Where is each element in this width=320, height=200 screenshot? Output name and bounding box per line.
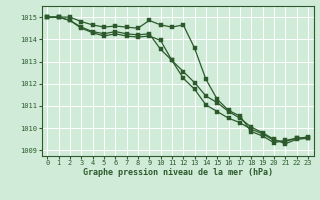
- X-axis label: Graphe pression niveau de la mer (hPa): Graphe pression niveau de la mer (hPa): [83, 168, 273, 177]
